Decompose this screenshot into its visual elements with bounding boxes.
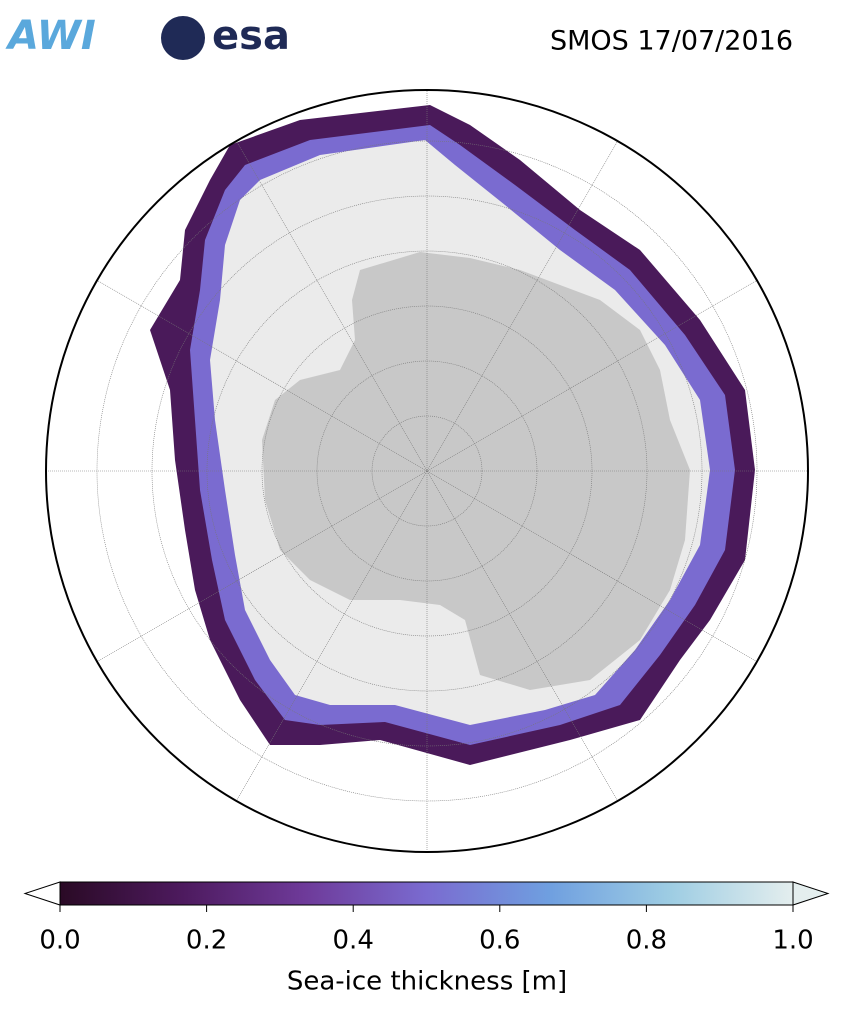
esa-logo: esa [212, 13, 290, 59]
colorbar-tick-label: 0.0 [39, 926, 80, 956]
colorbar: Sea-ice thickness [m] 0.0 0.2 0.4 0.6 0.8 1.0 [23, 881, 830, 997]
colorbar-tick-label: 1.0 [772, 926, 813, 956]
graticule [46, 90, 808, 852]
colorbar-tick-label: 0.2 [186, 926, 227, 956]
esa-emblem [161, 16, 205, 60]
colorbar-extend-high [792, 881, 830, 906]
colorbar-tick-label: 0.4 [333, 926, 374, 956]
colorbar-tick-label: 0.8 [626, 926, 667, 956]
colorbar-tick-label: 0.6 [479, 926, 520, 956]
map-frame [45, 89, 809, 853]
map-title: SMOS 17/07/2016 [550, 26, 793, 57]
colorbar-ramp [59, 881, 794, 906]
colorbar-label: Sea-ice thickness [m] [287, 967, 567, 997]
awi-logo: AWI [5, 13, 96, 59]
map [46, 90, 808, 852]
colorbar-extend-low [23, 881, 61, 906]
